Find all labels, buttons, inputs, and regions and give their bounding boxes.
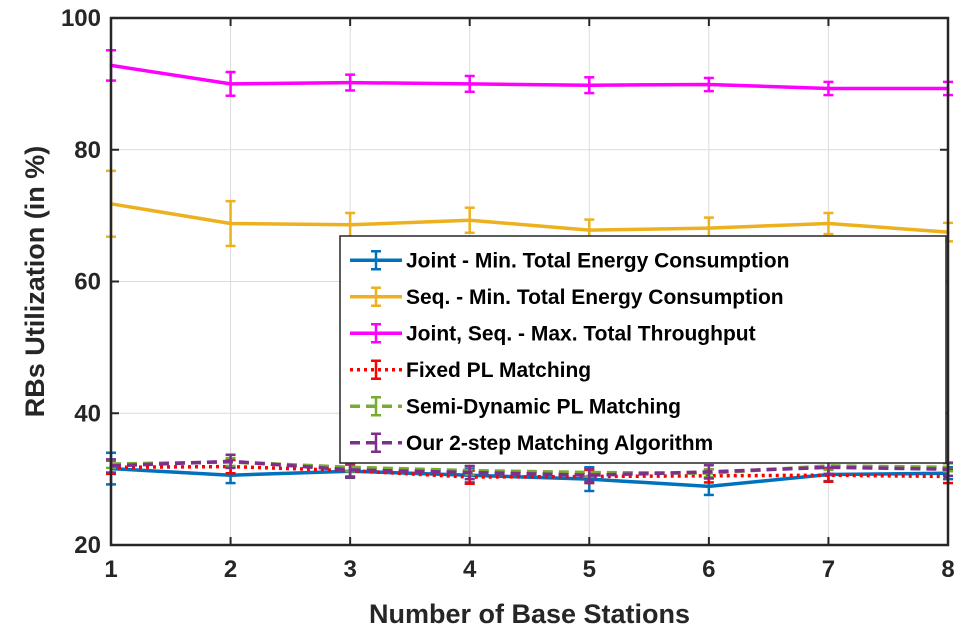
error-bar <box>464 464 475 481</box>
error-bar <box>225 199 236 248</box>
error-bar <box>823 211 834 236</box>
data-point <box>707 470 711 474</box>
x-tick-label: 8 <box>941 556 954 583</box>
data-point <box>587 473 591 477</box>
x-tick-label: 1 <box>104 556 117 583</box>
series-line <box>110 63 948 91</box>
error-bar <box>464 74 475 94</box>
legend-box <box>339 235 947 464</box>
y-axis-label: RBs Utilization (in %) <box>20 146 50 418</box>
data-point <box>229 459 233 463</box>
legend-entry: Fixed PL Matching <box>350 359 591 382</box>
data-point <box>468 218 472 222</box>
series-line <box>110 460 949 475</box>
y-tick-label: 20 <box>74 532 101 559</box>
series-layer <box>106 49 953 497</box>
y-tick-label: 80 <box>74 137 101 164</box>
legend-label: Joint - Min. Total Energy Consumption <box>406 249 789 272</box>
error-bar <box>584 76 595 95</box>
data-point <box>348 81 352 85</box>
error-bar <box>703 464 714 480</box>
data-point <box>348 223 352 227</box>
data-point <box>707 484 711 488</box>
data-point <box>826 86 830 90</box>
y-tick-label: 100 <box>61 5 101 32</box>
y-tick-label: 40 <box>74 400 101 427</box>
x-tick-label: 7 <box>822 556 835 583</box>
legend-entry: Joint - Min. Total Energy Consumption <box>350 249 789 272</box>
data-point <box>826 465 830 469</box>
x-tick-label: 2 <box>224 556 237 583</box>
x-tick-label: 3 <box>343 556 356 583</box>
series-line <box>110 202 949 234</box>
legend-entry: Joint, Seq. - Max. Total Throughput <box>350 322 756 345</box>
data-point <box>826 222 830 226</box>
error-bar <box>464 206 475 235</box>
data-point <box>587 83 591 87</box>
legend-label: Joint, Seq. - Max. Total Throughput <box>406 322 756 345</box>
data-point <box>229 82 233 86</box>
legend-label: Seq. - Min. Total Energy Consumption <box>406 286 784 309</box>
legend-entry: Seq. - Min. Total Energy Consumption <box>350 286 784 309</box>
error-bar <box>584 467 595 484</box>
legend-entry: Semi-Dynamic PL Matching <box>350 395 681 418</box>
legend-label: Semi-Dynamic PL Matching <box>406 395 681 418</box>
x-tick-label: 5 <box>583 556 596 583</box>
data-point <box>707 83 711 87</box>
error-bar <box>703 76 714 93</box>
legend-entry: Our 2-step Matching Algorithm <box>350 432 713 455</box>
legend-label: Our 2-step Matching Algorithm <box>406 432 713 455</box>
series-3 <box>106 49 953 97</box>
data-point <box>348 468 352 472</box>
y-tick-label: 60 <box>74 269 101 296</box>
error-bar <box>225 453 236 470</box>
error-bar <box>823 80 834 97</box>
data-point <box>468 471 472 475</box>
ticks: 1 2 3 4 5 6 7 8 20 40 60 80 100 <box>61 5 955 583</box>
data-point <box>468 82 472 86</box>
x-tick-label: 6 <box>702 556 715 583</box>
x-tick-label: 4 <box>463 556 477 583</box>
legend-label: Fixed PL Matching <box>406 359 591 382</box>
data-point <box>229 222 233 226</box>
data-point <box>707 226 711 230</box>
data-point <box>587 228 591 232</box>
series-line <box>110 459 949 477</box>
series-line <box>110 466 949 489</box>
series-6 <box>106 453 953 484</box>
x-axis-label: Number of Base Stations <box>369 599 690 629</box>
error-bar <box>225 70 236 97</box>
error-bar <box>345 73 356 92</box>
legend: Joint - Min. Total Energy Consumption Seq… <box>339 235 947 464</box>
